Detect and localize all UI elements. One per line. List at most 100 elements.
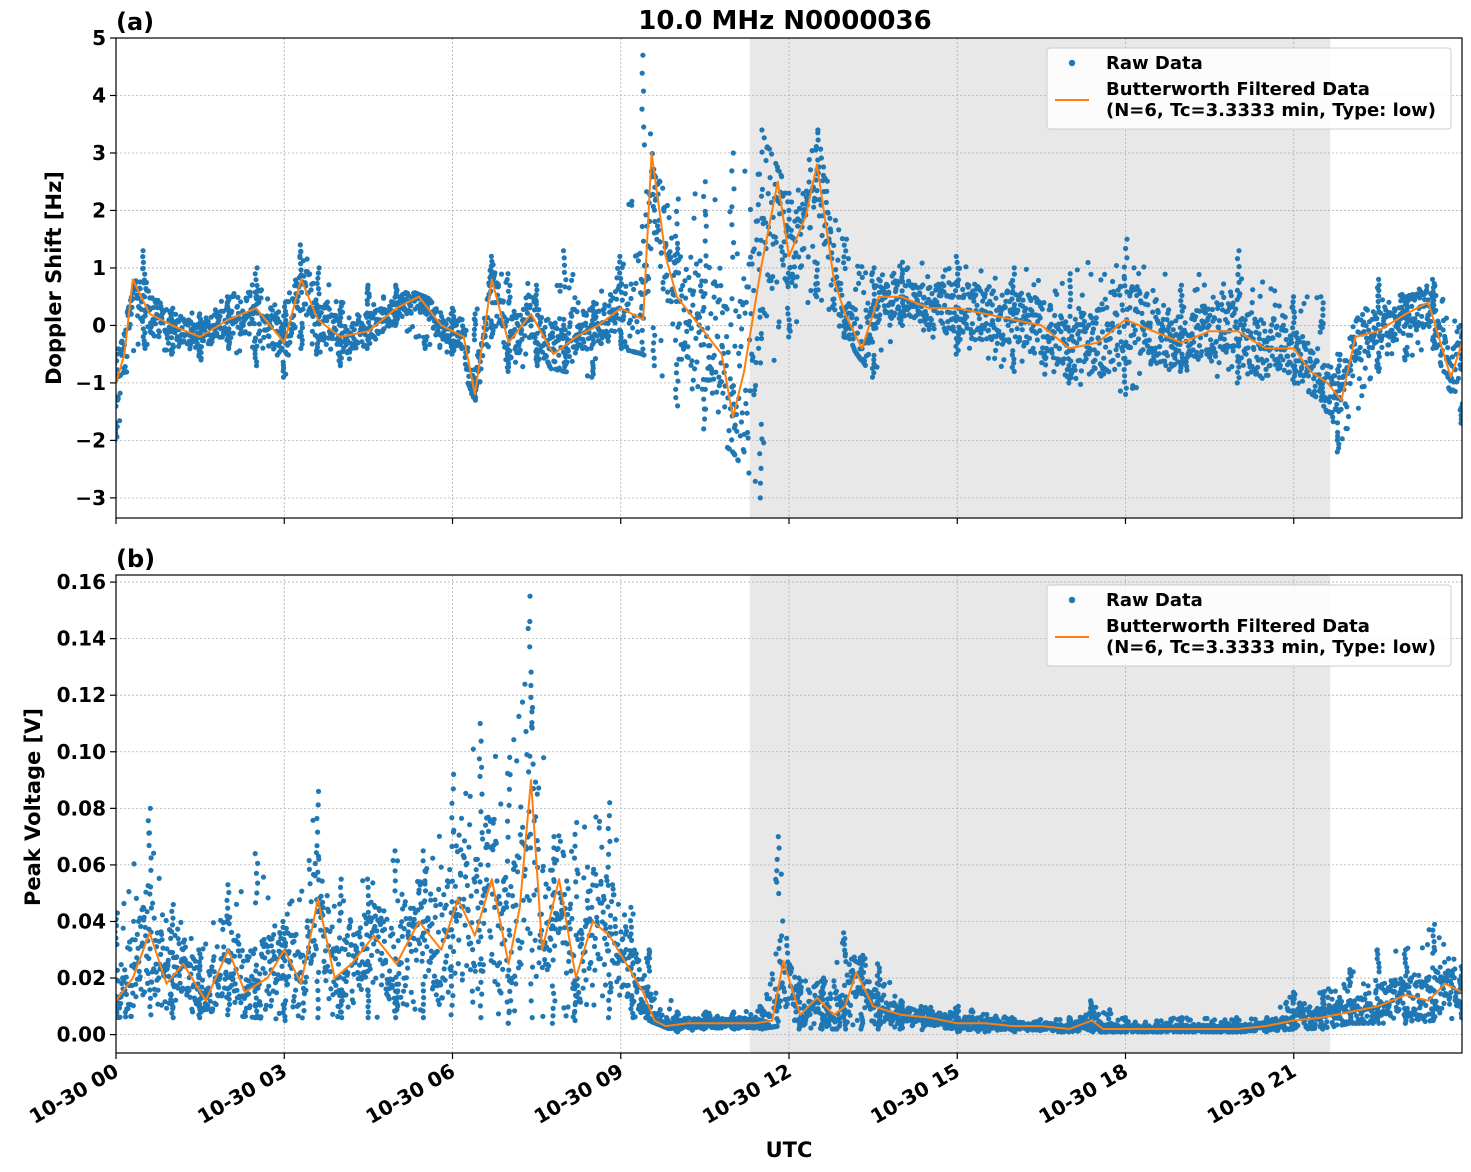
raw-point — [978, 330, 984, 336]
raw-point — [1455, 375, 1461, 381]
raw-point-trough — [252, 355, 258, 361]
raw-point — [1360, 311, 1366, 318]
raw-point — [266, 991, 272, 997]
raw-point-peak — [899, 267, 906, 273]
raw-point — [464, 860, 470, 866]
raw-point — [424, 944, 430, 950]
raw-point — [970, 329, 977, 335]
raw-point — [1369, 345, 1376, 351]
raw-point — [489, 951, 495, 957]
raw-point — [326, 909, 332, 915]
raw-point — [265, 949, 271, 955]
raw-point — [1334, 401, 1340, 407]
raw-point — [993, 295, 999, 301]
raw-point-peak — [197, 325, 203, 331]
raw-point — [770, 274, 776, 280]
raw-point — [447, 867, 453, 873]
raw-point-peak — [702, 238, 708, 244]
raw-point — [599, 288, 605, 294]
raw-point — [485, 862, 491, 868]
raw-point-peak — [869, 271, 875, 278]
raw-point — [325, 963, 331, 969]
raw-point — [974, 302, 980, 308]
raw-point — [146, 955, 152, 962]
raw-point-trough — [1334, 437, 1340, 443]
raw-point — [869, 339, 876, 345]
raw-point-peak — [533, 306, 540, 312]
raw-point — [851, 320, 858, 327]
raw-point — [123, 991, 129, 998]
raw-point-peak — [1234, 287, 1240, 293]
raw-point — [435, 997, 441, 1003]
raw-point — [695, 272, 701, 278]
raw-point — [1326, 399, 1333, 405]
raw-point-peak — [703, 253, 709, 259]
raw-point-trough — [730, 449, 736, 455]
raw-point — [1231, 310, 1237, 316]
raw-point — [668, 299, 675, 305]
raw-point — [310, 313, 316, 319]
raw-point — [808, 288, 814, 294]
raw-point-peak — [1236, 264, 1242, 270]
raw-point-peak — [640, 88, 647, 94]
raw-point — [976, 316, 983, 322]
raw-point — [141, 914, 147, 921]
raw-point — [1355, 405, 1361, 411]
raw-point-peak — [1319, 325, 1325, 331]
raw-point — [320, 905, 326, 911]
raw-point — [676, 321, 683, 327]
raw-point — [1059, 280, 1065, 286]
raw-point-trough — [140, 334, 146, 340]
raw-point — [343, 978, 349, 985]
raw-point — [1202, 310, 1208, 316]
raw-point — [359, 941, 365, 947]
raw-point-peak — [1376, 287, 1382, 294]
raw-point — [561, 322, 567, 328]
raw-point — [1424, 287, 1430, 293]
raw-point-trough — [701, 426, 707, 432]
raw-point — [1414, 311, 1420, 317]
raw-point — [768, 278, 774, 284]
raw-point — [1407, 324, 1413, 330]
raw-point — [1123, 339, 1129, 345]
raw-point-trough — [299, 325, 305, 331]
raw-point — [350, 1000, 356, 1006]
raw-point-trough — [702, 406, 709, 412]
raw-point — [351, 327, 357, 333]
raw-point — [1043, 362, 1049, 368]
raw-point — [1299, 378, 1306, 384]
raw-point — [1088, 315, 1094, 321]
raw-point-peak — [1335, 369, 1341, 375]
raw-point — [647, 131, 654, 137]
raw-point — [299, 888, 305, 894]
raw-point — [1120, 348, 1126, 354]
raw-point-trough — [298, 329, 304, 335]
raw-point — [854, 316, 860, 322]
raw-point — [282, 958, 288, 964]
raw-point — [1116, 329, 1122, 335]
raw-point — [806, 179, 812, 185]
raw-point — [736, 350, 742, 356]
raw-point — [628, 295, 634, 302]
raw-point — [211, 954, 217, 960]
raw-point — [1231, 343, 1237, 349]
raw-point-peak — [507, 294, 513, 300]
raw-point — [433, 903, 439, 909]
raw-point — [534, 330, 540, 336]
raw-point — [658, 250, 665, 256]
raw-point — [187, 994, 193, 1000]
raw-point — [1310, 350, 1316, 356]
raw-point — [621, 313, 627, 319]
raw-point — [257, 1002, 263, 1008]
raw-point — [362, 332, 368, 338]
raw-point — [635, 258, 642, 264]
raw-point — [613, 296, 620, 302]
raw-point — [291, 993, 297, 1000]
raw-point — [235, 948, 241, 954]
raw-point-peak — [1336, 375, 1342, 381]
raw-point — [374, 948, 380, 954]
raw-point — [1115, 352, 1121, 358]
raw-point — [478, 934, 484, 940]
raw-point — [387, 968, 393, 974]
raw-point-trough — [423, 335, 429, 341]
